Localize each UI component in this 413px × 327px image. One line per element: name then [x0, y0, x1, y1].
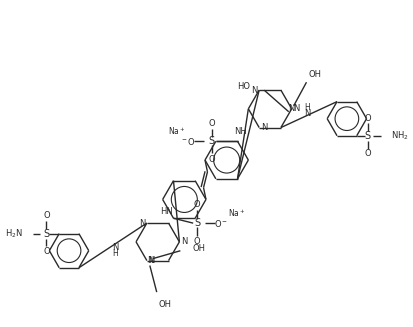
- Text: O: O: [364, 113, 371, 123]
- Text: NH$_2$: NH$_2$: [391, 129, 409, 142]
- Text: Na$^+$: Na$^+$: [168, 126, 185, 137]
- Text: S: S: [194, 218, 200, 228]
- Text: NH: NH: [234, 127, 247, 136]
- Text: O: O: [209, 119, 215, 128]
- Text: N: N: [294, 104, 300, 113]
- Text: HO: HO: [237, 82, 250, 91]
- Text: O: O: [43, 247, 50, 256]
- Text: O: O: [43, 211, 50, 220]
- Text: N: N: [147, 256, 153, 265]
- Text: O$^-$: O$^-$: [214, 218, 228, 229]
- Text: HN: HN: [160, 207, 173, 216]
- Text: S: S: [43, 229, 50, 239]
- Text: S: S: [365, 131, 370, 141]
- Text: O: O: [209, 155, 215, 164]
- Text: N: N: [289, 104, 295, 113]
- Text: O: O: [194, 200, 200, 209]
- Text: O: O: [194, 237, 200, 246]
- Text: $^-$O: $^-$O: [180, 136, 196, 147]
- Text: N: N: [181, 237, 188, 246]
- Text: N: N: [261, 123, 267, 132]
- Text: H$_2$N: H$_2$N: [5, 227, 23, 240]
- Text: OH: OH: [192, 244, 205, 253]
- Text: H: H: [112, 249, 118, 258]
- Text: Na$^+$: Na$^+$: [228, 207, 245, 219]
- Text: N: N: [304, 109, 310, 118]
- Text: S: S: [209, 136, 215, 146]
- Text: H: H: [304, 103, 310, 112]
- Text: OH: OH: [309, 70, 321, 79]
- Text: N: N: [149, 256, 155, 265]
- Text: N: N: [139, 218, 145, 228]
- Text: OH: OH: [159, 301, 172, 309]
- Text: N: N: [251, 86, 257, 95]
- Text: O: O: [364, 149, 371, 158]
- Text: N: N: [112, 243, 118, 252]
